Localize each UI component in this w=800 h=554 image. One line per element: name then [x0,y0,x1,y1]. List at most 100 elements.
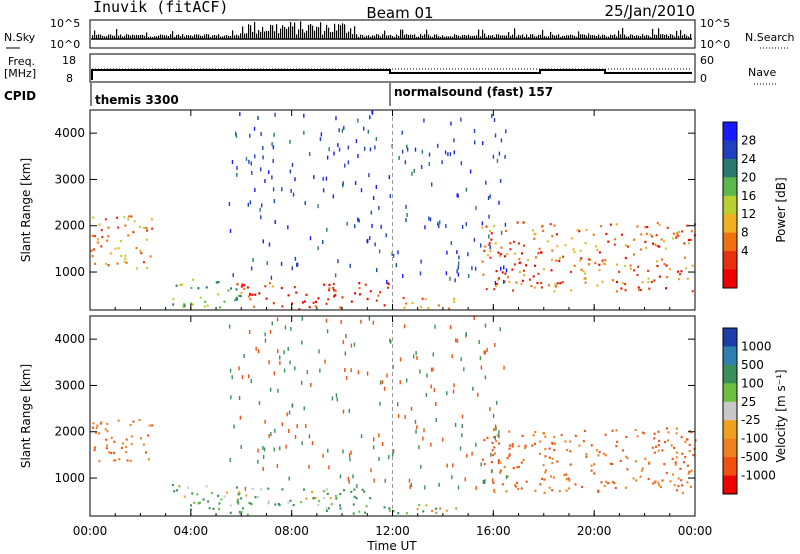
y-tick-label: 4000 [54,332,85,346]
sparse-echo [292,192,295,197]
sparse-echo [357,153,359,158]
sky-bar [180,36,182,39]
data-cell [539,483,542,486]
data-cell [113,451,116,454]
sky-bar [200,35,202,39]
data-cell [551,249,554,252]
sky-bar [596,36,598,39]
data-cell [676,234,679,238]
data-cell [90,249,93,252]
sparse-echo [441,437,444,442]
sky-bar [130,35,132,39]
data-cell [138,418,141,422]
data-cell [293,286,296,289]
sky-bar [526,34,528,39]
colorbar-swatch [723,232,737,252]
data-cell [626,468,629,471]
cpid-mode-1: themis 3300 [95,93,179,107]
data-cell [533,442,536,445]
sky-bar [312,25,314,39]
data-cell [92,422,95,425]
data-cell [664,247,667,250]
data-cell [235,296,238,300]
sky-bar [630,34,632,39]
sky-bar [198,34,200,39]
sky-bar [342,23,344,39]
sparse-echo [349,457,351,462]
data-cell [183,495,186,498]
data-cell [522,458,525,462]
data-cell [533,237,536,240]
sparse-echo [473,237,476,242]
data-cell [582,440,585,443]
data-cell [183,303,186,306]
sparse-echo [289,139,291,144]
sparse-echo [272,145,275,150]
data-cell [254,496,257,499]
data-cell [240,497,243,500]
sky-bar [406,34,408,39]
data-cell [534,264,537,267]
data-cell [425,504,428,507]
data-cell [513,263,516,266]
data-cell [677,230,680,234]
data-cell [339,504,342,507]
sky-bar [302,29,304,39]
data-cell [481,458,484,461]
data-cell [176,489,179,492]
data-cell [508,447,511,450]
data-cell [647,281,650,284]
sky-bar [604,35,606,39]
n-sky-tick-top: 10^5 [50,17,80,30]
sky-bar [564,35,566,39]
data-cell [569,270,572,274]
data-cell [354,292,357,295]
data-cell [516,466,519,469]
sparse-echo [465,332,467,337]
sparse-echo [342,449,344,454]
data-cell [689,238,692,241]
sparse-echo [347,160,350,165]
sparse-echo [419,369,421,374]
sparse-echo [371,110,374,115]
data-cell [215,281,218,284]
sky-bar [400,29,402,39]
data-cell [492,481,495,485]
sparse-echo [337,259,339,264]
sparse-echo [249,133,251,138]
data-cell [539,440,542,443]
sky-bar [166,35,168,39]
data-cell [678,273,681,276]
data-cell [317,297,320,300]
sparse-echo [257,459,259,464]
sky-bar [486,36,488,39]
data-cell [110,436,113,439]
data-cell [544,435,547,438]
sparse-echo [390,339,392,344]
sparse-echo [279,446,281,451]
sky-bar [432,36,434,39]
sparse-echo [423,428,425,433]
sparse-echo [419,271,422,276]
data-cell [540,286,543,289]
data-cell [675,236,678,239]
sky-bar [378,34,380,39]
data-cell [181,283,184,286]
colorbar-tick-label: 28 [741,133,756,147]
data-cell [667,431,670,434]
data-cell [241,507,244,510]
data-cell [452,297,455,301]
sparse-echo [424,225,426,230]
data-cell [665,264,668,267]
sparse-echo [498,200,500,205]
data-cell [644,240,647,244]
sparse-echo [266,261,268,266]
data-cell [639,248,642,251]
data-cell [424,298,427,301]
sky-bar [106,36,108,39]
data-cell [325,507,328,510]
colorbar-frame [722,121,738,289]
data-cell [524,446,527,450]
data-cell [662,240,665,243]
sky-bar [98,34,100,39]
